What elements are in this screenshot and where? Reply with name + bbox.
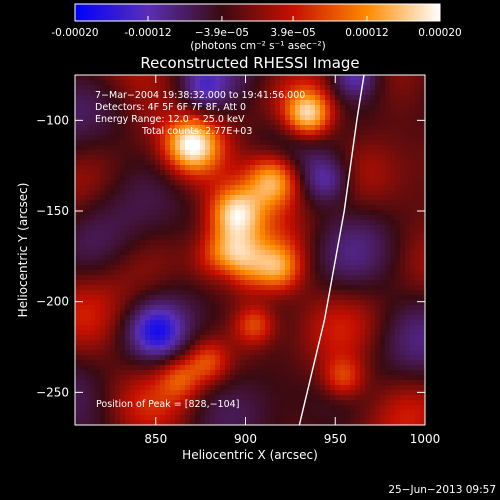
colorbar-tick-label: -0.00012: [124, 27, 171, 39]
heatmap-image: [75, 75, 425, 425]
colorbar-tick-label: 0.00020: [418, 27, 461, 39]
y-tick-label: −250: [36, 385, 69, 399]
colorbar-tick-label: 0.00012: [345, 27, 388, 39]
colorbar: [74, 3, 441, 22]
x-tick-label: 1000: [410, 432, 441, 446]
plot-frame: [74, 74, 426, 426]
colorbar-tick-label: −3.9e−05: [195, 27, 249, 39]
x-axis-label: Heliocentric X (arcsec): [182, 448, 318, 462]
colorbar-label: (photons cm⁻² s⁻¹ asec⁻²): [190, 40, 325, 52]
y-axis-label: Heliocentric Y (arcsec): [16, 183, 30, 318]
y-tick-label: −200: [36, 295, 69, 309]
solar-limb-curve: [298, 75, 365, 425]
annotation-time-range: 7−Mar−2004 19:38:32.000 to 19:41:56.000: [95, 90, 305, 101]
y-tick-label: −100: [36, 113, 69, 127]
y-tick-label: −150: [36, 204, 69, 218]
axes-ticks: 850 900 950 1000 −250 −200 −150 −100: [36, 75, 440, 446]
annotation-energy-range: Energy Range: 12.0 − 25.0 keV: [95, 114, 245, 125]
colorbar-tick-label: 3.9e−05: [270, 27, 315, 39]
x-tick-label: 850: [144, 432, 167, 446]
annotation-detectors: Detectors: 4F 5F 6F 7F 8F, Att 0: [95, 102, 246, 113]
colorbar-ticks: -0.00020 -0.00012 −3.9e−05 3.9e−05 0.00012 0.…: [51, 16, 462, 39]
x-tick-label: 900: [234, 432, 257, 446]
chart-title: Reconstructed RHESSI Image: [140, 54, 359, 72]
x-tick-label: 950: [324, 432, 347, 446]
colorbar-tick-label: -0.00020: [51, 27, 98, 39]
peak-position-label: Position of Peak = [828,−104]: [96, 399, 239, 410]
annotation-total-counts: Total counts: 2.77E+03: [141, 126, 252, 137]
footer-date: 25−Jun−2013 09:57: [388, 484, 496, 496]
